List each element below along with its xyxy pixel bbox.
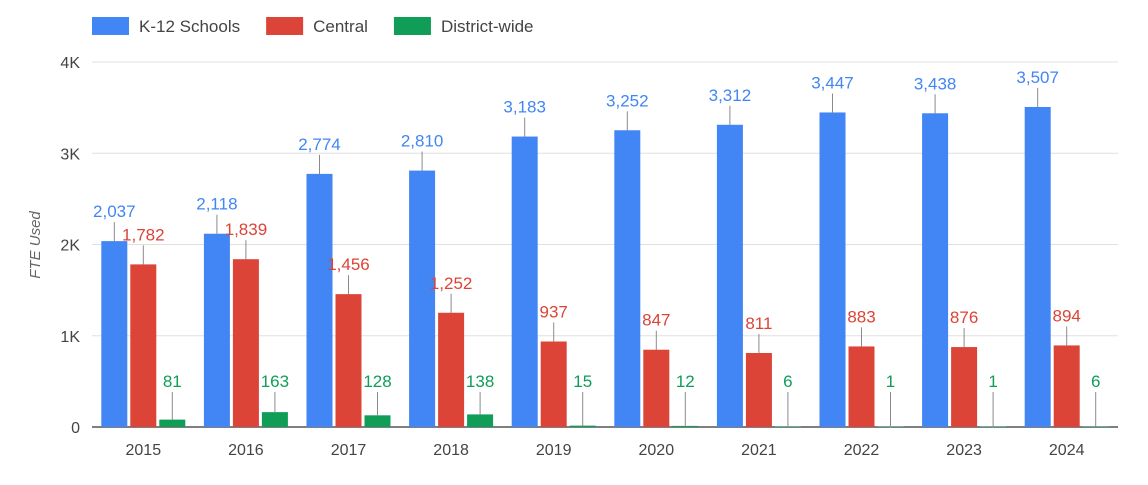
data-label: 3,438 [914,74,957,93]
data-label: 1 [886,372,895,391]
data-label: 2,810 [401,132,444,151]
y-tick-label: 1K [60,329,80,346]
data-label: 3,312 [709,86,752,105]
x-tick-label: 2019 [536,442,572,459]
data-label: 3,252 [606,91,649,110]
x-tick-label: 2018 [433,442,469,459]
bar-k-12-schools [614,130,641,427]
bar-k-12-schools [819,112,846,428]
bar-central [438,312,465,427]
x-tick-label: 2015 [126,442,162,459]
y-axis: 0 1K 2K 3K 4K [60,55,80,437]
bar-district-wide [569,425,596,427]
legend-swatch [92,17,129,35]
legend-label: Central [313,17,368,36]
data-label: 3,507 [1016,68,1059,87]
data-label: 1,782 [122,225,165,244]
x-axis: 2015 2016 2017 2018 2019 2020 2021 2022 2023 2024 [126,442,1085,459]
data-label: 2,118 [196,195,237,214]
bars [101,106,1109,428]
legend-swatch [393,17,431,35]
data-label: 12 [676,372,695,391]
bar-district-wide [159,419,186,427]
data-label: 1,252 [430,274,473,293]
bar-central [130,264,157,427]
data-label: 2,774 [298,135,341,154]
legend-label: District-wide [441,17,534,36]
data-label: 3,183 [503,98,546,117]
bar-central [540,341,567,427]
y-tick-label: 3K [60,146,80,163]
data-label: 6 [783,372,792,391]
bar-district-wide [467,414,494,427]
y-tick-label: 0 [71,420,80,437]
bar-central [643,349,670,427]
data-label: 2,037 [93,202,136,221]
bar-central [848,346,875,427]
data-label: 81 [163,372,182,391]
data-labels: 2,037 1,782 81 2,118 1,839 163 2,774 1,456 128 2,… [93,68,1100,428]
y-axis-label: FTE Used [27,211,44,279]
bar-central [745,352,772,427]
bar-central [232,259,259,427]
x-tick-label: 2024 [1049,442,1085,459]
x-tick-label: 2022 [844,442,880,459]
legend: K-12 Schools Central District-wide [92,17,534,36]
data-label: 15 [573,372,592,391]
data-label: 1,456 [327,255,370,274]
legend-label: K-12 Schools [139,17,240,36]
bar-k-12-schools [409,170,436,427]
data-label: 876 [950,308,978,327]
data-label: 128 [363,372,391,391]
data-label: 6 [1091,372,1100,391]
y-tick-label: 4K [60,55,80,72]
x-tick-label: 2017 [331,442,367,459]
bar-k-12-schools [922,113,949,427]
data-label: 883 [847,307,875,326]
bar-district-wide [364,415,391,427]
data-label: 847 [642,311,670,330]
bar-k-12-schools [306,173,333,427]
x-tick-label: 2023 [946,442,982,459]
data-label: 163 [261,372,289,391]
legend-swatch [266,17,304,35]
bar-district-wide [261,412,288,427]
bar-k-12-schools [101,241,128,427]
bar-district-wide [672,425,699,427]
bar-central [1053,345,1080,427]
data-label: 1 [988,372,997,391]
data-label: 937 [540,302,568,321]
bar-k-12-schools [511,136,538,427]
data-label: 3,447 [811,73,854,92]
data-label: 1,839 [225,220,268,239]
y-tick-label: 2K [60,238,80,255]
bar-k-12-schools [203,233,230,427]
bar-k-12-schools [1024,106,1051,427]
x-tick-label: 2021 [741,442,777,459]
data-label: 138 [466,372,494,391]
data-label: 811 [745,314,772,333]
bar-central [951,347,978,427]
x-tick-label: 2016 [228,442,264,459]
data-label: 894 [1053,306,1081,325]
x-tick-label: 2020 [639,442,675,459]
bar-central [335,294,362,427]
bar-k-12-schools [716,124,743,427]
